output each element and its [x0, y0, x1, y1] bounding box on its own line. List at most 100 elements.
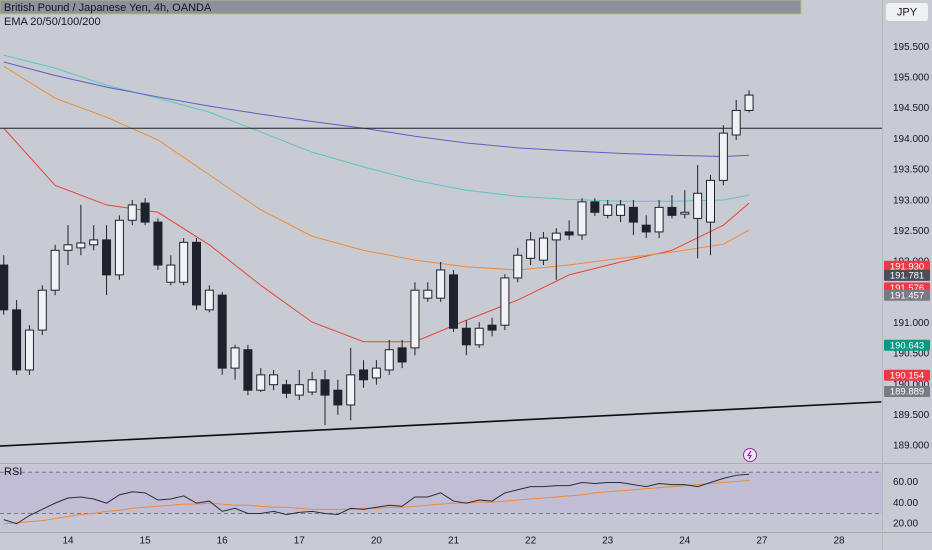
- candle-body: [50, 249, 60, 291]
- candle-body: [641, 224, 651, 233]
- chart-title: British Pound / Japanese Yen, 4h, OANDA: [4, 2, 212, 14]
- candle-body: [680, 211, 690, 215]
- candle-body: [461, 327, 471, 346]
- y-tick-label: 194.500: [893, 103, 930, 114]
- candle-body: [410, 289, 420, 349]
- y-tick-label: 192.500: [893, 226, 930, 237]
- rsi-panel: [0, 465, 882, 532]
- currency-box[interactable]: [886, 3, 928, 21]
- candle-body: [577, 201, 587, 236]
- y-tick-label: 189.000: [893, 441, 930, 452]
- indicator-label: EMA 20/50/100/200: [4, 16, 101, 28]
- candle-body: [153, 221, 163, 266]
- candle-body: [616, 204, 626, 216]
- y-tick-label: 194.000: [893, 134, 930, 145]
- y-tick-label: 189.500: [893, 410, 930, 421]
- candle-body: [179, 241, 189, 283]
- price-tag-label: 191.930: [890, 261, 924, 272]
- candle-body: [500, 277, 510, 326]
- x-tick-label: 21: [448, 536, 460, 547]
- trend-line: [0, 401, 882, 447]
- price-panel: [0, 54, 882, 447]
- candle-body: [127, 204, 137, 221]
- candle-body: [487, 324, 497, 331]
- rsi-tick-label: 40.00: [893, 498, 918, 509]
- x-tick-label: 24: [679, 536, 691, 547]
- candle-body: [423, 289, 433, 299]
- candle-body: [320, 379, 330, 396]
- x-tick-label: 14: [62, 536, 74, 547]
- price-tag: [884, 339, 930, 351]
- candle-body: [436, 269, 446, 299]
- x-tick-label: 15: [140, 536, 152, 547]
- candle-body: [731, 109, 741, 136]
- candle-body: [37, 289, 47, 331]
- candle-body: [359, 369, 369, 381]
- y-tick-label: 190.500: [893, 349, 930, 360]
- candle-body: [371, 367, 381, 379]
- axes: 189.000 189.500 190.000 190.500 191.000 191.5…: [62, 42, 930, 547]
- x-tick-label: 28: [833, 536, 845, 547]
- candle-body: [217, 294, 227, 369]
- candle-body: [140, 202, 150, 223]
- candle-body: [294, 384, 304, 396]
- price-tag-label: 189.889: [890, 387, 924, 398]
- rsi-title: RSI: [4, 466, 22, 478]
- candle-body: [654, 206, 664, 233]
- price-tag: [884, 369, 930, 381]
- candle-body: [0, 264, 9, 311]
- candle-body: [166, 264, 176, 283]
- candle-body: [204, 289, 214, 311]
- candle-body: [243, 349, 253, 391]
- candle-body: [63, 244, 73, 251]
- candle-body: [628, 206, 638, 223]
- candle-body: [89, 239, 99, 246]
- rsi-tick-label: 20.00: [893, 518, 918, 529]
- candle-body: [102, 239, 112, 276]
- y-tick-label: 193.000: [893, 195, 930, 206]
- candle-body: [12, 309, 22, 371]
- price-tag: [884, 289, 930, 301]
- candle-body: [603, 204, 613, 216]
- rsi-panel-marks: [0, 471, 882, 525]
- x-tick-label: 16: [217, 536, 229, 547]
- price-tag: [884, 269, 930, 281]
- candle-body: [693, 192, 703, 219]
- candle-body: [590, 201, 600, 213]
- candle-body: [333, 389, 343, 406]
- candle-body: [76, 242, 86, 249]
- price-tag-label: 190.154: [890, 370, 924, 381]
- candle-body: [538, 237, 548, 261]
- y-tick-label: 193.500: [893, 165, 930, 176]
- y-tick-label: 191.000: [893, 318, 930, 329]
- x-tick-label: 20: [371, 536, 383, 547]
- event-icon-bolt: [746, 450, 753, 460]
- candle-body: [667, 206, 677, 216]
- candle-body: [551, 232, 561, 241]
- candle-body: [526, 239, 536, 259]
- candle-body: [307, 379, 317, 393]
- candle-body: [192, 241, 201, 306]
- price-tag-label: 191.576: [890, 283, 924, 294]
- y-tick-label: 195.000: [893, 73, 930, 84]
- x-tick-label: 23: [602, 536, 614, 547]
- candle-body: [718, 132, 728, 181]
- x-tick-label: 27: [756, 536, 768, 547]
- candle-body: [269, 374, 279, 386]
- price-tag: [884, 386, 930, 398]
- candle-body: [384, 349, 394, 371]
- price-tag-label: 190.643: [890, 340, 924, 351]
- price-tag-label: 191.457: [890, 290, 924, 301]
- rsi-line: [3, 473, 750, 525]
- currency[interactable]: JPY: [897, 6, 918, 18]
- candle-body: [281, 384, 291, 394]
- price-tag-label: 191.781: [890, 270, 924, 281]
- ema-line: [3, 61, 750, 157]
- x-tick-label: 22: [525, 536, 537, 547]
- candle-body: [230, 347, 240, 369]
- candle-body: [346, 374, 356, 406]
- title-bar: [0, 0, 802, 15]
- candle-body: [114, 219, 124, 276]
